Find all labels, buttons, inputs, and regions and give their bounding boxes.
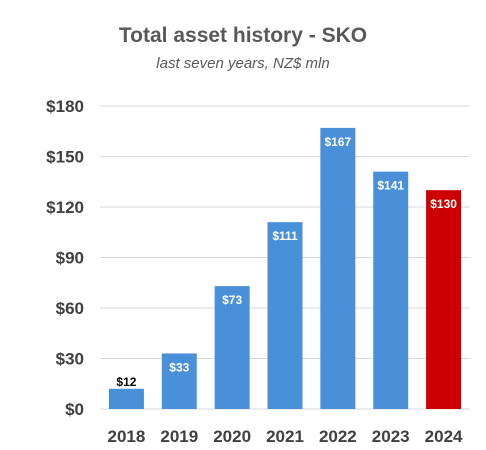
y-tick-label: $60 [56,299,84,318]
y-tick-label: $150 [46,148,84,167]
y-tick-label: $180 [46,97,84,116]
data-label: $111 [272,229,298,243]
bar [373,171,409,409]
x-tick-label: 2018 [108,427,146,446]
x-tick-label: 2019 [160,427,198,446]
x-tick-label: 2020 [213,427,251,446]
x-tick-label: 2023 [372,427,410,446]
bar [108,388,144,409]
x-tick-label: 2024 [425,427,463,446]
bar [426,190,462,409]
bar [214,286,250,409]
data-label: $33 [169,360,189,374]
bar [267,222,303,409]
chart-subtitle: last seven years, NZ$ mln [156,55,330,72]
data-label: $130 [430,197,457,211]
chart-title: Total asset history - SKO [118,24,368,47]
bar [320,127,356,409]
x-tick-label: 2021 [266,427,304,446]
y-tick-label: $30 [56,350,84,369]
data-label: $167 [325,135,352,149]
bar [161,353,197,409]
data-label: $73 [222,293,242,307]
y-tick-label: $0 [65,400,84,419]
data-label: $141 [377,179,404,193]
x-tick-label: 2022 [319,427,357,446]
y-tick-label: $90 [56,249,84,268]
data-label: $12 [116,375,136,389]
y-tick-label: $120 [46,198,84,217]
